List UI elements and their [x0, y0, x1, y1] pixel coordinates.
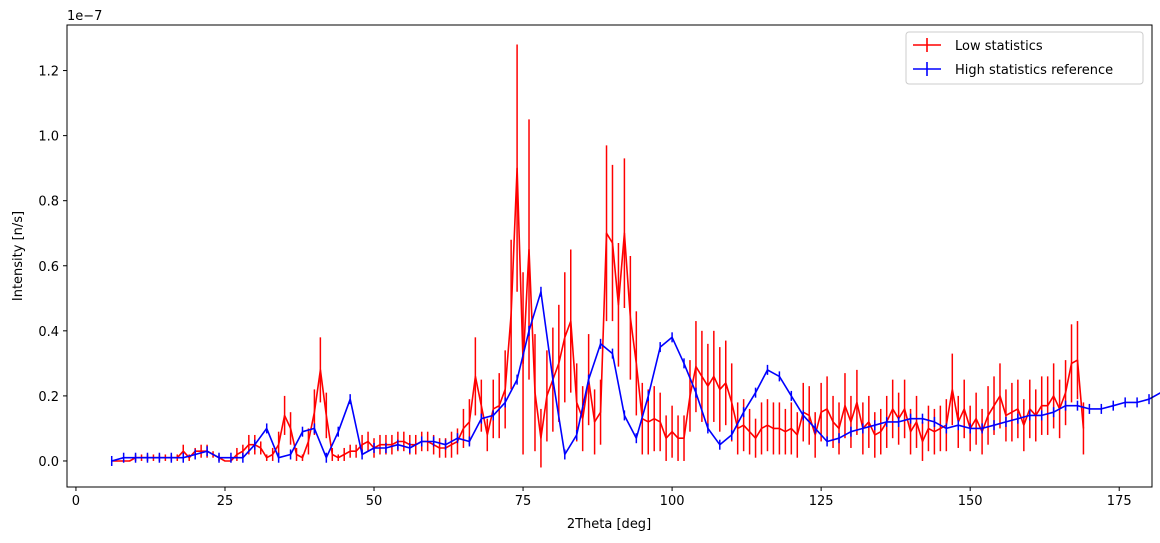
- x-tick-label: 25: [217, 494, 234, 509]
- legend-label-low-statistics: Low statistics: [955, 39, 1043, 54]
- y-axis: 0.0 0.2 0.4 0.6 0.8 1.0 1.2: [38, 65, 67, 470]
- x-tick-label: 150: [958, 494, 983, 509]
- y-tick-label: 0.8: [38, 195, 59, 210]
- series-high-statistics-reference: [110, 286, 1160, 466]
- x-tick-label: 75: [515, 494, 532, 509]
- legend-entry-low-statistics: Low statistics: [913, 38, 1043, 54]
- y-axis-label: Intensity [n/s]: [11, 211, 26, 301]
- series-layer: [110, 44, 1160, 468]
- x-tick-label: 0: [72, 494, 80, 509]
- x-axis-label: 2Theta [deg]: [567, 517, 651, 532]
- x-tick-label: 175: [1107, 494, 1132, 509]
- x-tick-label: 100: [660, 494, 685, 509]
- y-tick-label: 1.0: [38, 130, 59, 145]
- series-line: [111, 167, 1085, 462]
- legend: Low statistics High statistics reference: [905, 31, 1144, 85]
- y-tick-label: 0.4: [38, 325, 59, 340]
- y-tick-label: 0.6: [38, 260, 59, 275]
- x-tick-label: 50: [366, 494, 383, 509]
- series-line: [111, 290, 1160, 462]
- y-tick-label: 0.0: [38, 455, 59, 470]
- x-axis: 0 25 50 75 100 125 150 175: [72, 487, 1132, 509]
- plot-frame: [66, 24, 1153, 488]
- y-tick-label: 0.2: [38, 390, 59, 405]
- x-tick-label: 125: [809, 494, 834, 509]
- legend-label-high-statistics: High statistics reference: [955, 63, 1113, 78]
- legend-entry-high-statistics: High statistics reference: [913, 62, 1113, 78]
- y-tick-label: 1.2: [38, 65, 59, 80]
- y-offset-label: 1e−7: [67, 9, 102, 24]
- series-low-statistics: [111, 44, 1085, 468]
- legend-box: [905, 31, 1144, 85]
